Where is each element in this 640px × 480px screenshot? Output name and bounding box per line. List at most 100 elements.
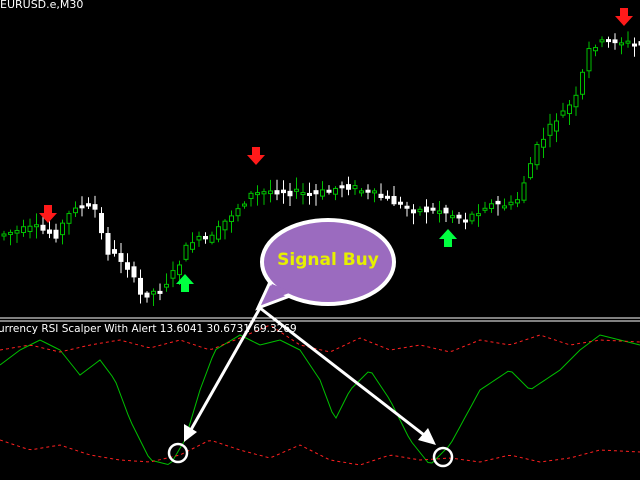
candle-body [352,185,358,190]
candle-body [612,39,618,44]
candle-body [567,104,572,115]
candle-body [333,187,338,195]
candle-body [489,203,494,209]
candle-body [60,222,65,236]
candle-body [53,229,59,239]
candle-body [307,192,312,196]
candle-body [443,207,449,214]
callout-text: Signal Buy [277,250,379,270]
candle-body [593,47,598,52]
candle-body [606,39,611,43]
candle-body [586,48,592,72]
candle-body [177,264,182,276]
candle-body [73,207,78,214]
candle-body [170,270,176,279]
candle-body [125,262,130,270]
candle-body [404,205,410,209]
candle-body [14,230,20,234]
candle-body [138,277,143,295]
buy-signal-arrow-icon [176,274,194,292]
arrowhead-icon [418,428,436,445]
pointer-arrow [259,306,429,440]
candle-body [515,199,520,204]
candle-body [495,200,501,205]
candle-body [222,220,228,231]
candle-body [118,253,124,262]
candle-body [1,233,7,237]
candle-body [274,190,280,195]
candle-body [183,244,189,260]
candle-body [476,213,481,217]
candle-body [34,224,39,228]
candle-body [287,190,293,197]
candle-body [625,40,631,44]
candle-body [229,215,234,222]
candle-body [40,224,46,231]
candle-body [599,39,605,43]
candle-body [203,236,208,240]
candle-body [255,192,260,196]
rsi-line [0,334,640,466]
callout-tail-fill [262,284,292,303]
candle-body [248,192,254,199]
candle-body [580,71,585,95]
upper-band [0,325,640,353]
candle-body [502,205,507,209]
candle-body [66,213,72,224]
candle-body [385,195,390,199]
indicator-label: urrency RSI Scalper With Alert 13.6041 3… [0,323,297,335]
candle-body [372,190,377,194]
candle-body [27,225,33,232]
candle-body [430,207,436,211]
candle-body [144,292,150,298]
candle-body [417,208,423,213]
candle-body [339,185,345,189]
candle-body [268,190,273,195]
candle-body [619,42,624,46]
candle-body [79,205,85,209]
pointer-arrow [186,307,262,436]
candle-body [21,226,26,233]
candle-body [411,209,416,214]
candle-body [456,214,462,219]
candle-body [450,215,455,219]
candle-body [482,207,488,211]
candle-body [346,184,351,190]
candle-body [547,123,553,136]
candle-body [294,188,299,192]
signal-circle [432,446,454,468]
candle-body [313,190,319,195]
candle-body [8,231,13,235]
candle-body [99,213,104,234]
candle-body [560,110,566,116]
candle-body [151,290,156,295]
candle-body [359,190,364,194]
candle-body [521,182,527,201]
candle-body [196,235,202,241]
candle-body [235,208,241,217]
candle-body [157,290,163,294]
candle-body [190,242,195,250]
arrowhead-icon [184,424,197,442]
candle-body [209,234,215,243]
candle-body [632,43,637,47]
chart-title: EURUSD.e,M30 [0,0,84,11]
candle-body [554,120,559,132]
candle-body [534,144,540,166]
candle-body [365,189,371,193]
candle-body [261,191,267,195]
candle-body [281,189,286,194]
candle-body [47,229,52,234]
candle-body [242,203,247,207]
signal-circle [167,442,189,464]
candle-body [391,196,397,205]
candle-body [528,163,533,179]
lower-band [0,439,640,466]
buy-signal-arrow-icon [439,229,457,247]
candle-body [300,192,306,196]
candle-body [326,189,332,193]
candle-body [92,204,98,210]
candle-body [112,249,117,254]
